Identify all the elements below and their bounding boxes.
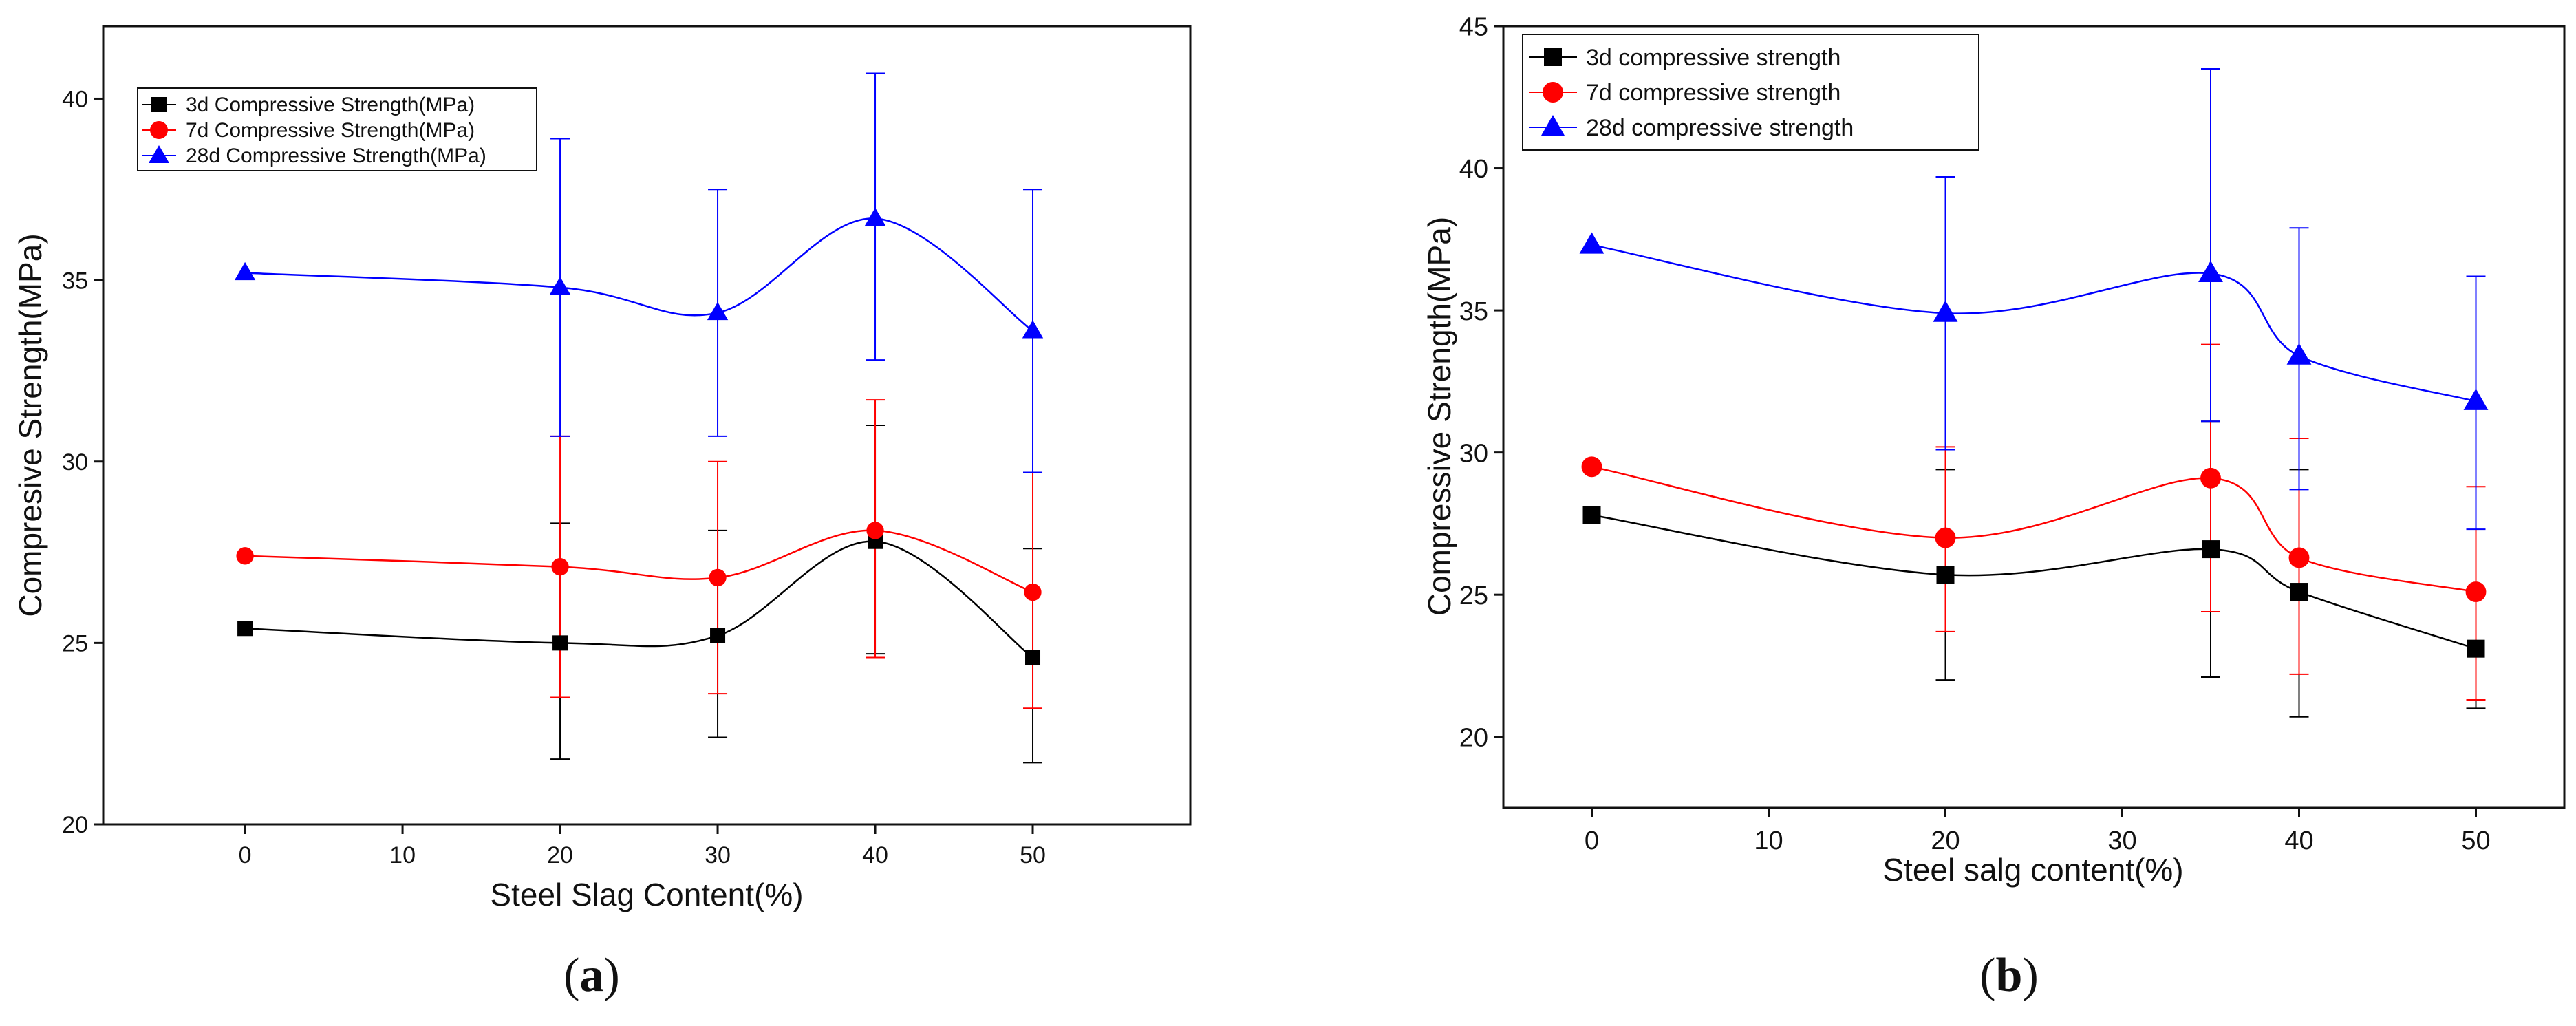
- panel-a-series-3d-point: [552, 635, 568, 651]
- panel-b-series-3d-point: [2290, 583, 2308, 601]
- legend-circle-icon: [150, 121, 168, 139]
- panel-b-y-tick-label: 25: [1459, 581, 1488, 610]
- panel-a-series-3d-point: [237, 621, 253, 637]
- panel-b-series-28d-point: [2198, 260, 2223, 282]
- panel-b-y-tick-label: 45: [1459, 13, 1488, 42]
- panel-a-legend-box: [137, 87, 537, 171]
- panel-b-x-tick-label: 10: [1754, 826, 1783, 855]
- panel-a-y-tick-label: 25: [62, 631, 88, 657]
- panel-b-caption: (b): [1979, 949, 2039, 1002]
- panel-a-series-7d-point: [866, 522, 884, 539]
- panel-b-series-28d-point: [1579, 232, 1604, 254]
- panel-b-x-tick-label: 0: [1585, 826, 1599, 855]
- panel-a-caption: (a): [564, 949, 620, 1002]
- panel-b: 0 10 20 30 40 50 20 25 30 35 40 45 3d compressive s…: [1421, 13, 2566, 1002]
- panel-a-series-7d-point: [1024, 583, 1042, 601]
- panel-b-legend-box: [1522, 34, 1979, 151]
- panel-b-series-3d-point: [1582, 506, 1601, 524]
- panel-a-x-tick-label: 40: [862, 842, 888, 868]
- panel-b-y-axis-title: Compressive Strength(MPa): [1421, 217, 1457, 616]
- legend-triangle-icon: [1541, 115, 1565, 136]
- panel-b-series-3d-point: [2202, 540, 2220, 559]
- panel-a-series-28d-point: [234, 261, 256, 281]
- panel-b-y-tick-label: 30: [1459, 439, 1488, 468]
- panel-a-plot-frame: [102, 25, 1192, 826]
- panel-a-y-tick-label: 20: [62, 812, 88, 838]
- panel-b-series-28d-error-bar: [2201, 67, 2220, 423]
- panel-a-y-axis-title: Compresive Strength(MPa): [12, 233, 48, 617]
- panel-b-series-28d-line: [1591, 244, 2476, 403]
- panel-a-series-7d-point: [709, 568, 727, 587]
- panel-b-x-tick-label: 50: [2461, 826, 2490, 855]
- panel-b-series-28d-point: [2286, 343, 2312, 365]
- legend-circle-icon: [1543, 82, 1563, 103]
- panel-a: 0 10 20 30 40 50 20 25 30 35 40 3d Compressive Str…: [12, 25, 1192, 1002]
- panel-a-series-28d-point: [864, 207, 886, 226]
- panel-a-series-7d-point: [236, 547, 254, 565]
- panel-a-x-tick-label: 0: [239, 842, 252, 868]
- panel-b-series-7d-point: [2288, 547, 2310, 568]
- panel-a-x-tick-label: 50: [1020, 842, 1046, 868]
- panel-a-x-tick-label: 20: [547, 842, 573, 868]
- panel-b-x-tick-label: 30: [2107, 826, 2136, 855]
- panel-a-x-tick-label: 10: [389, 842, 416, 868]
- panel-a-y-tick-label: 30: [62, 449, 88, 475]
- panel-a-series-28d-point: [1022, 320, 1044, 339]
- panel-b-series-7d-point: [1581, 456, 1602, 478]
- panel-b-series-7d-point: [2200, 467, 2221, 489]
- panel-b-series-3d-point: [2467, 639, 2485, 658]
- panel-b-series-7d-line: [1591, 466, 2476, 593]
- panel-a-series-3d-point: [710, 628, 726, 643]
- panel-b-series-28d-point: [1933, 300, 1958, 322]
- panel-b-series-7d-point: [1935, 527, 1956, 548]
- panel-b-x-axis-title: Steel salg content(%): [1882, 852, 2183, 888]
- panel-b-series-3d-point: [1936, 566, 1955, 584]
- panel-b-legend-3d: 3d compressive strength: [1586, 45, 1840, 71]
- panel-a-legend-28d: 28d Compressive Strength(MPa): [186, 145, 486, 167]
- panel-a-legend-7d: 7d Compressive Strength(MPa): [186, 119, 475, 142]
- panel-b-y-tick-label: 20: [1459, 723, 1488, 752]
- panel-b-plot-frame: [1502, 25, 2566, 809]
- panel-a-y-tick-label: 35: [62, 268, 88, 294]
- legend-triangle-icon: [149, 145, 169, 163]
- panel-a-series-3d-point: [1025, 650, 1041, 665]
- panel-a-x-tick-label: 30: [705, 842, 731, 868]
- panel-b-legend-28d: 28d compressive strength: [1586, 115, 1854, 141]
- panel-a-series-7d-point: [551, 557, 569, 576]
- panel-b-y-tick-label: 35: [1459, 297, 1488, 326]
- panel-a-y-tick-label: 40: [62, 87, 88, 113]
- panel-b-legend-7d: 7d compressive strength: [1586, 80, 1840, 106]
- panel-b-y-tick-label: 40: [1459, 155, 1488, 184]
- legend-square-icon: [151, 97, 167, 112]
- panel-a-series-7d-line: [245, 529, 1033, 593]
- panel-b-x-tick-label: 40: [2284, 826, 2313, 855]
- panel-a-series-28d-point: [707, 301, 729, 321]
- panel-a-series-3d-line: [245, 540, 1033, 659]
- panel-b-series-3d-line: [1591, 514, 2476, 650]
- panel-b-x-tick-label: 20: [1931, 826, 1960, 855]
- panel-a-series-28d-line: [245, 217, 1033, 332]
- panel-a-legend: 3d Compressive Strength(MPa) 7d Compress…: [137, 87, 537, 171]
- legend-square-icon: [1544, 48, 1562, 66]
- panel-b-series-7d-point: [2465, 581, 2487, 603]
- panel-b-legend: 3d compressive strength 7d compressive s…: [1522, 34, 1979, 151]
- panel-a-x-axis-title: Steel Slag Content(%): [490, 877, 803, 912]
- panel-b-series-28d-point: [2463, 388, 2489, 410]
- panel-a-legend-3d: 3d Compressive Strength(MPa): [186, 94, 475, 116]
- panel-a-series-28d-point: [549, 276, 571, 295]
